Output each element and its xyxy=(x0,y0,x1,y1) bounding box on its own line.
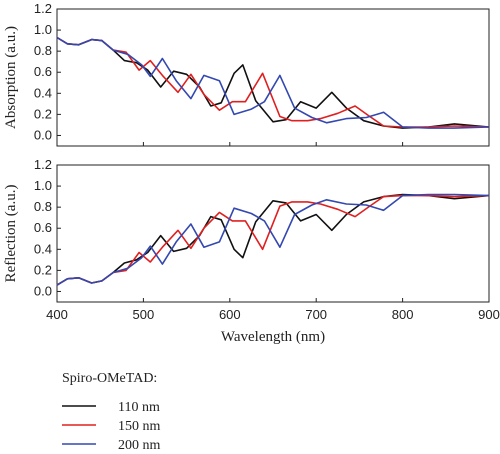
x-tick-label: 800 xyxy=(392,307,414,322)
absorption-panel: 0.0 0.2 0.4 0.6 0.8 1.0 1.2 Absorption (a.u.) xyxy=(3,1,490,147)
y-tick-label: 1.2 xyxy=(34,157,52,172)
y-axis-label: Reflection (a.u.) xyxy=(3,185,19,283)
plot-frame xyxy=(56,8,490,147)
x-axis-label: Wavelength (nm) xyxy=(221,329,325,345)
series-line-200-nm xyxy=(56,36,490,129)
x-tick-label: 500 xyxy=(133,307,155,322)
legend-title: Spiro-OMeTAD: xyxy=(62,371,157,386)
y-tick-label: 0.0 xyxy=(34,127,52,142)
series-line-150-nm xyxy=(56,36,490,128)
y-tick-label: 1.2 xyxy=(34,1,52,16)
legend: Spiro-OMeTAD: 110 nm 150 nm 200 nm xyxy=(62,371,161,453)
plot-frame xyxy=(56,164,490,303)
x-tick-label: 700 xyxy=(305,307,327,322)
y-tick-label: 1.0 xyxy=(34,22,52,37)
x-tick-label: 600 xyxy=(219,307,241,322)
y-tick-label: 0.6 xyxy=(34,64,52,79)
y-tick-label: 0.4 xyxy=(34,85,52,100)
series-line-150-nm xyxy=(56,194,490,286)
legend-label-110: 110 nm xyxy=(118,400,160,415)
y-tick-label: 0.6 xyxy=(34,220,52,235)
y-tick-label: 0.0 xyxy=(34,283,52,298)
y-tick-label: 0.4 xyxy=(34,241,52,256)
x-tick-label: 400 xyxy=(46,307,68,322)
y-tick-label: 0.8 xyxy=(34,199,52,214)
x-tick-label: 900 xyxy=(478,307,500,322)
reflection-panel: 0.0 0.2 0.4 0.6 0.8 1.0 1.2 400 500 600 700 800 900 R… xyxy=(3,157,500,345)
y-tick-label: 0.8 xyxy=(34,43,52,58)
y-axis-label: Absorption (a.u.) xyxy=(3,26,19,129)
y-tick-label: 0.2 xyxy=(34,106,52,121)
legend-label-150: 150 nm xyxy=(118,419,161,434)
y-tick-label: 1.0 xyxy=(34,178,52,193)
series-line-200-nm xyxy=(56,193,490,286)
y-tick-label: 0.2 xyxy=(34,262,52,277)
legend-label-200: 200 nm xyxy=(118,438,161,453)
